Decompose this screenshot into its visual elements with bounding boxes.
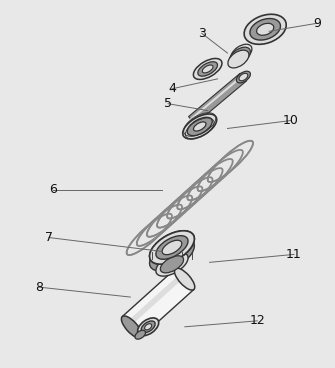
Ellipse shape — [156, 236, 188, 259]
Polygon shape — [122, 269, 194, 337]
Ellipse shape — [202, 65, 213, 73]
Ellipse shape — [145, 324, 152, 330]
Polygon shape — [189, 73, 247, 124]
Text: 12: 12 — [249, 314, 265, 328]
Ellipse shape — [152, 191, 197, 232]
Ellipse shape — [182, 163, 228, 205]
Ellipse shape — [187, 117, 212, 136]
Ellipse shape — [141, 321, 155, 333]
Ellipse shape — [193, 155, 238, 196]
Ellipse shape — [172, 173, 217, 214]
Ellipse shape — [257, 23, 274, 35]
Polygon shape — [127, 274, 184, 326]
Ellipse shape — [149, 238, 194, 271]
Ellipse shape — [231, 44, 252, 62]
Ellipse shape — [228, 50, 249, 68]
Ellipse shape — [135, 330, 145, 339]
Ellipse shape — [183, 114, 217, 139]
Ellipse shape — [149, 231, 194, 264]
Ellipse shape — [198, 62, 217, 76]
Ellipse shape — [162, 182, 207, 223]
Text: 8: 8 — [35, 281, 43, 294]
Text: 4: 4 — [168, 82, 176, 95]
Text: 9: 9 — [313, 17, 321, 30]
Ellipse shape — [239, 73, 248, 81]
Text: 6: 6 — [49, 184, 57, 197]
Ellipse shape — [193, 59, 222, 79]
Ellipse shape — [229, 47, 251, 65]
Text: 7: 7 — [45, 231, 53, 244]
Ellipse shape — [162, 240, 182, 255]
Ellipse shape — [203, 145, 248, 187]
Ellipse shape — [160, 256, 184, 273]
Ellipse shape — [149, 231, 194, 264]
Text: 3: 3 — [198, 27, 206, 40]
Ellipse shape — [175, 268, 195, 290]
Text: 11: 11 — [286, 248, 302, 261]
Ellipse shape — [244, 14, 286, 44]
Ellipse shape — [142, 200, 187, 241]
Text: 5: 5 — [164, 97, 172, 110]
Ellipse shape — [237, 71, 250, 83]
Ellipse shape — [121, 316, 142, 338]
Text: 10: 10 — [283, 114, 299, 127]
Ellipse shape — [132, 209, 177, 251]
Ellipse shape — [156, 252, 188, 276]
Ellipse shape — [250, 18, 280, 40]
Ellipse shape — [194, 122, 206, 131]
Ellipse shape — [138, 318, 159, 336]
